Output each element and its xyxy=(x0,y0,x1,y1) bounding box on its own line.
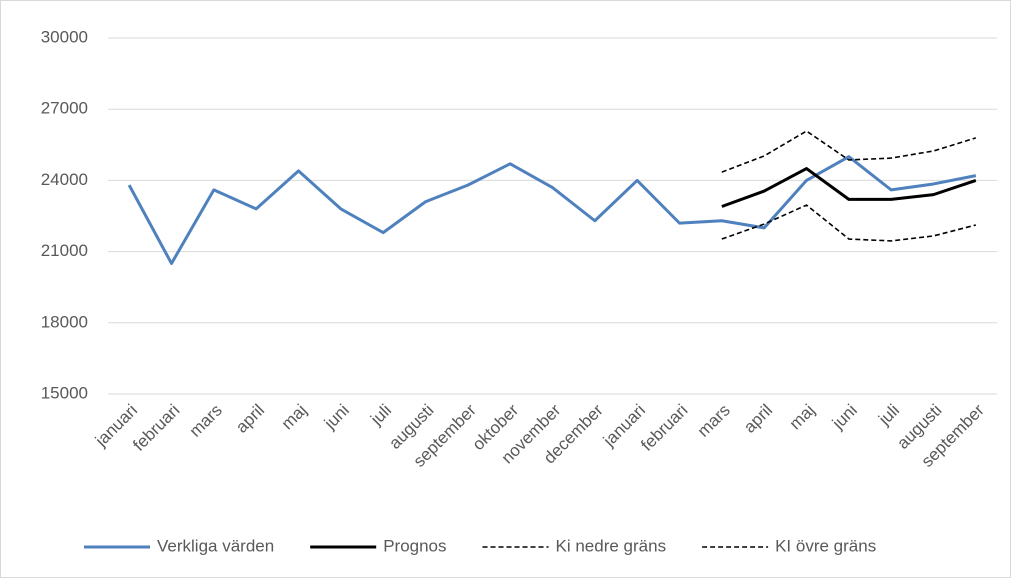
y-tick-label: 21000 xyxy=(41,241,88,260)
series-line xyxy=(721,130,977,173)
series-line xyxy=(721,167,977,208)
y-tick-label: 30000 xyxy=(41,27,88,46)
legend-label: KI övre gräns xyxy=(775,536,876,555)
y-tick-label: 18000 xyxy=(41,312,88,331)
legend-label: Verkliga värden xyxy=(157,536,274,555)
series-line xyxy=(721,204,977,242)
series-line xyxy=(127,155,977,265)
y-tick-label: 27000 xyxy=(41,99,88,118)
legend-label: Ki nedre gräns xyxy=(556,536,667,555)
y-tick-label: 15000 xyxy=(41,383,88,402)
y-tick-label: 24000 xyxy=(41,170,88,189)
legend-label: Prognos xyxy=(383,536,446,555)
